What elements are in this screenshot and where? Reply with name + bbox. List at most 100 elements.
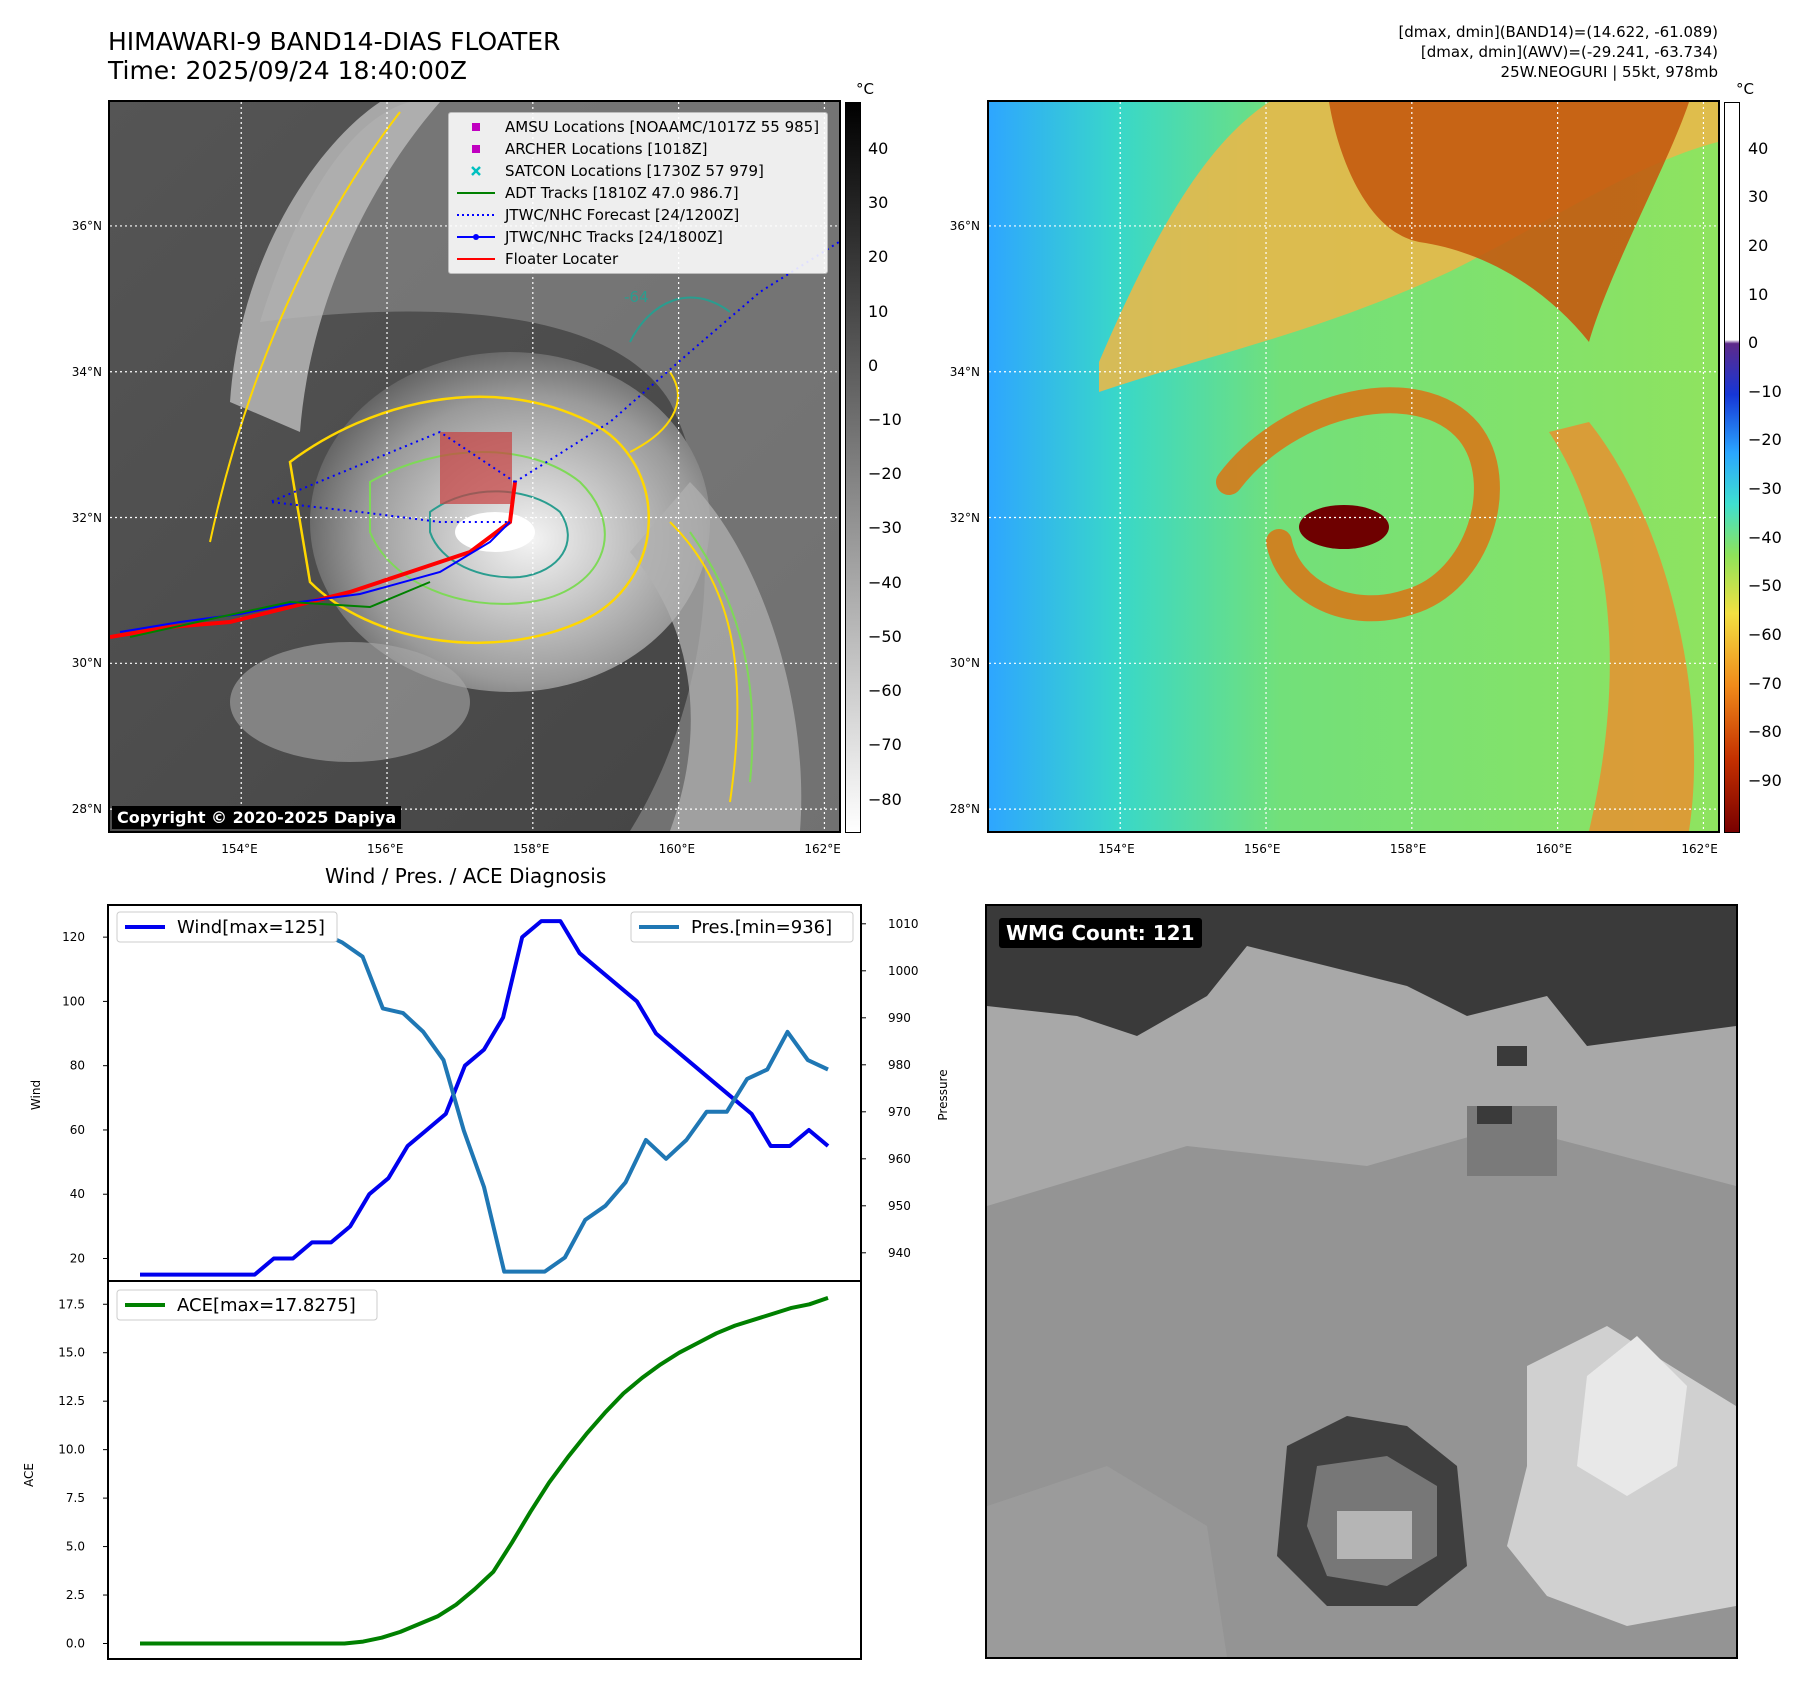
chart-legend: ACE[max=17.8275] — [116, 1289, 378, 1321]
legend-label: AMSU Locations [NOAAMC/1017Z 55 985] — [505, 118, 820, 136]
ir-lon-tick: 158°E — [512, 842, 550, 856]
wmg-count-badge: WMG Count: 121 — [999, 918, 1202, 948]
pres-ytick-label: 940 — [888, 1246, 911, 1260]
colorbar-tick: −50 — [868, 626, 902, 646]
colorbar-tick: −80 — [868, 789, 902, 809]
ir-lat-tick: 36°N — [71, 218, 102, 233]
wind-ytick-label: 120 — [62, 930, 85, 944]
ir-lon-tick: 162°E — [804, 842, 841, 856]
legend-label: ADT Tracks [1810Z 47.0 986.7] — [505, 184, 739, 202]
ir-lat-tick: 34°N — [71, 364, 102, 379]
ace-ytick-label: 15.0 — [58, 1346, 85, 1360]
chart-legend-label: ACE[max=17.8275] — [177, 1295, 356, 1316]
legend-swatch — [457, 258, 495, 260]
awv-lon-tick: 162°E — [1681, 842, 1718, 856]
colorbar-tick: 10 — [1748, 284, 1769, 304]
legend-swatch — [457, 214, 495, 216]
colorbar-tick: −70 — [868, 735, 902, 755]
floater-box — [440, 432, 512, 504]
ir-lat-tick: 32°N — [71, 510, 102, 525]
figure-time: Time: 2025/09/24 18:40:00Z — [108, 56, 467, 85]
wind-ytick-label: 100 — [62, 994, 85, 1008]
contour-label: -64 — [624, 288, 649, 306]
info-line-3: 25W.NEOGURI | 55kt, 978mb — [1500, 63, 1718, 81]
colorbar-tick: −30 — [868, 518, 902, 538]
figure-title: HIMAWARI-9 BAND14-DIAS FLOATER — [108, 27, 561, 56]
pres-ytick-label: 1000 — [888, 964, 919, 978]
wmg-image — [987, 906, 1736, 1657]
ace-chart: 17.5 15.0 12.5 10.0 7.5 5.0 2.5 0.0 ACE ACE[max=1… — [22, 1280, 862, 1660]
ace-ytick-label: 10.0 — [58, 1443, 85, 1457]
pres-ytick-label: 960 — [888, 1152, 911, 1166]
chart-legend-label: Pres.[min=936] — [691, 917, 832, 938]
floater-locater-track — [110, 481, 517, 639]
ir-colorbar — [845, 102, 861, 833]
colorbar-tick: −60 — [868, 681, 902, 701]
colorbar-tick: −20 — [1748, 430, 1782, 450]
colorbar-tick: −70 — [1748, 673, 1782, 693]
colorbar-tick: 20 — [1748, 236, 1769, 255]
colorbar-tick: 40 — [868, 138, 889, 158]
awv-colorbar-unit: °C — [1736, 80, 1754, 98]
colorbar-tick: −40 — [868, 572, 902, 592]
colorbar-tick: 30 — [868, 193, 889, 213]
legend-swatch — [472, 145, 480, 153]
pres-ytick-label: 970 — [888, 1105, 911, 1119]
awv-colorbar — [1724, 102, 1740, 833]
map-legend: AMSU Locations [NOAAMC/1017Z 55 985] ARCH… — [448, 112, 828, 274]
colorbar-tick: −90 — [1748, 770, 1782, 790]
copyright-label: Copyright © 2020-2025 Dapiya — [112, 806, 402, 829]
awv-lat-tick: 30°N — [949, 656, 980, 671]
wmg-panel: WMG Count: 121 — [985, 904, 1738, 1659]
info-line-1: [dmax, dmin](BAND14)=(14.622, -61.089) — [1398, 23, 1718, 41]
awv-lat-tick: 28°N — [949, 802, 980, 817]
legend-entry: JTWC/NHC Tracks [24/1800Z] — [455, 226, 821, 248]
ir-lat-tick: 28°N — [71, 802, 102, 817]
ir-lon-tick: 156°E — [367, 842, 404, 856]
legend-swatch — [471, 166, 481, 176]
wind-axis-label: Wind — [29, 1080, 43, 1110]
awv-gridlines — [989, 102, 1718, 831]
chart-legend-label: Wind[max=125] — [177, 917, 325, 938]
awv-lon-tick: 156°E — [1244, 842, 1281, 856]
jtwc-forecast — [269, 430, 516, 523]
colorbar-tick: 10 — [868, 301, 889, 321]
pres-ytick-label: 980 — [888, 1058, 911, 1072]
colorbar-tick: 20 — [868, 247, 889, 267]
chart-legend: Pres.[min=936] — [630, 911, 854, 943]
ir-image-panel: -64 Copyright © 2020-2025 Dapiya AMSU Lo… — [108, 100, 841, 833]
legend-entry: Floater Locater — [455, 248, 821, 270]
colorbar-tick: −60 — [1748, 624, 1782, 644]
legend-swatch — [472, 123, 480, 131]
storm-tracks — [110, 241, 839, 639]
ace-ytick-label: 7.5 — [66, 1491, 85, 1505]
legend-label: Floater Locater — [505, 250, 619, 268]
colorbar-tick: −10 — [1748, 381, 1782, 401]
legend-label: JTWC/NHC Forecast [24/1200Z] — [505, 206, 740, 224]
colorbar-tick: 30 — [1748, 187, 1769, 207]
awv-eye — [1299, 505, 1389, 549]
adt-track — [129, 581, 431, 638]
colorbar-tick: 0 — [1748, 333, 1759, 353]
ace-ytick-label: 17.5 — [58, 1297, 85, 1311]
legend-label: JTWC/NHC Tracks [24/1800Z] — [505, 228, 723, 246]
wind-pressure-chart: 120 100 80 60 40 20 1010 1000 990 980 970 960 950 940… — [29, 904, 950, 1282]
ir-colorbar-unit: °C — [856, 80, 874, 98]
ace-ytick-label: 5.0 — [66, 1540, 85, 1554]
ace-ytick-label: 12.5 — [58, 1394, 85, 1408]
awv-lat-tick: 32°N — [949, 510, 980, 525]
awv-lat-tick: 34°N — [949, 364, 980, 379]
pres-ytick-label: 1010 — [888, 917, 919, 931]
colorbar-tick: 40 — [1748, 138, 1769, 158]
jtwc-forecast-ext — [514, 241, 839, 483]
chart-legend: Wind[max=125] — [116, 911, 338, 943]
legend-entry: JTWC/NHC Forecast [24/1200Z] — [455, 204, 821, 226]
colorbar-tick: −20 — [868, 464, 902, 484]
colorbar-tick: 0 — [868, 355, 879, 375]
series-line — [140, 919, 830, 1277]
pres-ytick-label: 950 — [888, 1199, 911, 1213]
colorbar-tick: −30 — [1748, 479, 1782, 499]
ace-ytick-label: 0.0 — [66, 1636, 85, 1650]
ir-lat-tick: 30°N — [71, 656, 102, 671]
ace-axis-label: ACE — [22, 1463, 36, 1487]
